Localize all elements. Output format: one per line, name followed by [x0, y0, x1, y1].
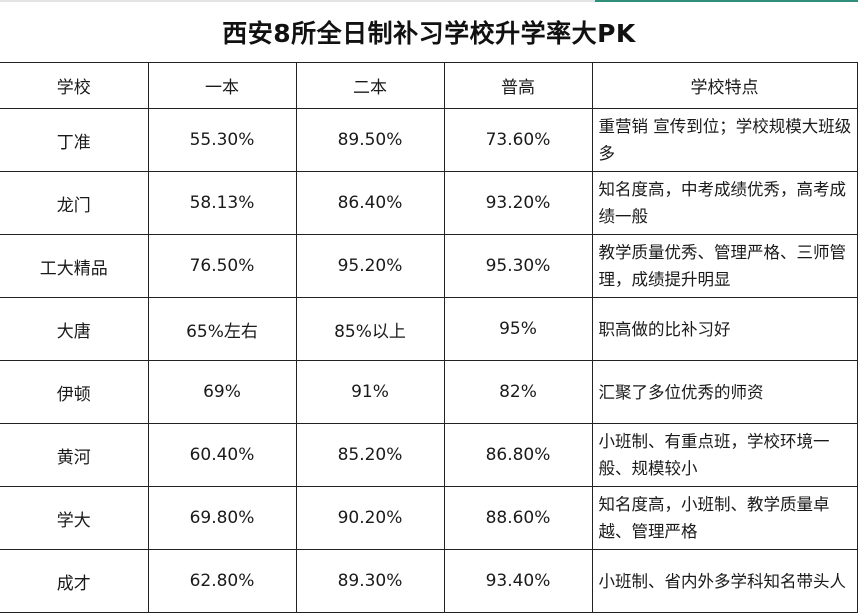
table-row: 丁准 55.30% 89.50% 73.60% 重营销 宣传到位；学校规模大班级… [0, 108, 858, 172]
header-school: 学校 [0, 62, 149, 109]
cell-yiben: 58.13% [147, 171, 297, 235]
cell-pugao: 95.30% [443, 234, 593, 298]
table-row: 大唐 65%左右 85%以上 95% 职高做的比补习好 [0, 297, 858, 361]
cell-yiben: 69.80% [147, 486, 297, 550]
cell-school: 工大精品 [0, 234, 149, 298]
cell-pugao: 88.60% [443, 486, 593, 550]
table-row: 学大 69.80% 90.20% 88.60% 知名度高，小班制、教学质量卓越、… [0, 486, 858, 550]
page-title: 西安8所全日制补习学校升学率大PK [222, 19, 636, 48]
cell-school: 大唐 [0, 297, 149, 361]
cell-yiben: 65%左右 [147, 297, 297, 361]
cell-feature: 小班制、有重点班，学校环境一般、规模较小 [591, 423, 858, 487]
header-erben: 二本 [295, 62, 445, 109]
header-pugao: 普高 [443, 62, 593, 109]
cell-feature: 知名度高，小班制、教学质量卓越、管理严格 [591, 486, 858, 550]
cell-erben: 91% [295, 360, 445, 424]
cell-school: 学大 [0, 486, 149, 550]
cell-school: 伊顿 [0, 360, 149, 424]
cell-yiben: 55.30% [147, 108, 297, 172]
table-header-row: 学校 一本 二本 普高 学校特点 [0, 62, 858, 109]
table-row: 成才 62.80% 89.30% 93.40% 小班制、省内外多学科知名带头人 [0, 549, 858, 613]
cell-yiben: 69% [147, 360, 297, 424]
cell-pugao: 93.40% [443, 549, 593, 613]
cell-pugao: 82% [443, 360, 593, 424]
table-row: 龙门 58.13% 86.40% 93.20% 知名度高，中考成绩优秀，高考成绩… [0, 171, 858, 235]
header-feature: 学校特点 [591, 62, 858, 109]
cell-erben: 85%以上 [295, 297, 445, 361]
table-row: 黄河 60.40% 85.20% 86.80% 小班制、有重点班，学校环境一般、… [0, 423, 858, 487]
cell-school: 龙门 [0, 171, 149, 235]
cell-feature: 重营销 宣传到位；学校规模大班级多 [591, 108, 858, 172]
comparison-table: 学校 一本 二本 普高 学校特点 丁准 55.30% 89.50% 73.60%… [0, 62, 858, 613]
table-row: 工大精品 76.50% 95.20% 95.30% 教学质量优秀、管理严格、三师… [0, 234, 858, 298]
cell-yiben: 60.40% [147, 423, 297, 487]
cell-school: 丁准 [0, 108, 149, 172]
cell-feature: 汇聚了多位优秀的师资 [591, 360, 858, 424]
cell-erben: 90.20% [295, 486, 445, 550]
cell-school: 黄河 [0, 423, 149, 487]
cell-feature: 小班制、省内外多学科知名带头人 [591, 549, 858, 613]
cell-pugao: 93.20% [443, 171, 593, 235]
cell-school: 成才 [0, 549, 149, 613]
cell-feature: 教学质量优秀、管理严格、三师管理，成绩提升明显 [591, 234, 858, 298]
cell-erben: 89.30% [295, 549, 445, 613]
cell-pugao: 73.60% [443, 108, 593, 172]
cell-yiben: 76.50% [147, 234, 297, 298]
accent-line [595, 0, 858, 2]
cell-erben: 86.40% [295, 171, 445, 235]
cell-pugao: 86.80% [443, 423, 593, 487]
cell-pugao: 95% [443, 297, 593, 361]
cell-feature: 职高做的比补习好 [591, 297, 858, 361]
cell-yiben: 62.80% [147, 549, 297, 613]
cell-erben: 89.50% [295, 108, 445, 172]
cell-feature: 知名度高，中考成绩优秀，高考成绩一般 [591, 171, 858, 235]
cell-erben: 95.20% [295, 234, 445, 298]
cell-erben: 85.20% [295, 423, 445, 487]
table-row: 伊顿 69% 91% 82% 汇聚了多位优秀的师资 [0, 360, 858, 424]
header-yiben: 一本 [147, 62, 297, 109]
top-border [0, 0, 858, 2]
